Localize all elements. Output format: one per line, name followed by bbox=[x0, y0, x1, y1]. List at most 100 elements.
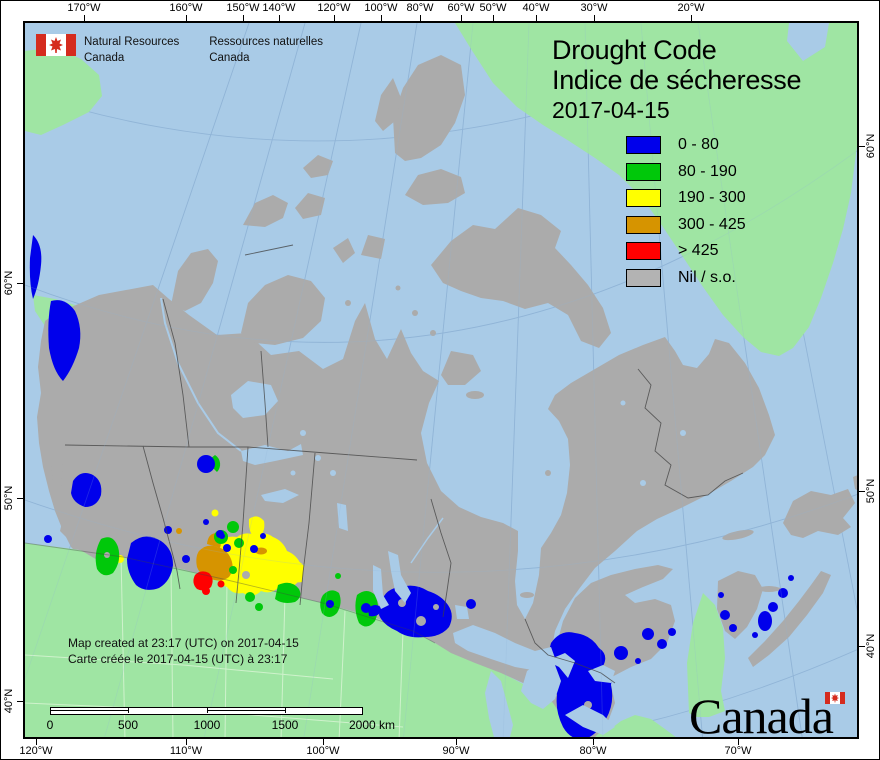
tick bbox=[186, 15, 187, 21]
lake-michigan bbox=[485, 671, 513, 737]
legend-row: 190 - 300 bbox=[626, 185, 746, 212]
legend-swatch-yellow bbox=[626, 189, 661, 208]
scale-label: 1500 bbox=[271, 718, 299, 732]
org-en-line2: Canada bbox=[84, 52, 125, 65]
tick bbox=[17, 498, 23, 499]
nwt-nu-border bbox=[260, 350, 269, 448]
longitude-label: 110°W bbox=[169, 745, 203, 757]
reindeer-lake bbox=[337, 503, 348, 531]
canada-mainland bbox=[37, 285, 775, 737]
legend-swatch-blue bbox=[626, 136, 661, 155]
southampton-island bbox=[441, 351, 481, 385]
tick bbox=[334, 15, 335, 21]
legend-label: > 425 bbox=[678, 242, 719, 260]
tick bbox=[279, 15, 280, 21]
drought-red-patches bbox=[193, 571, 225, 595]
legend-row: 0 - 80 bbox=[626, 132, 746, 159]
longitude-label: 30°W bbox=[580, 2, 608, 14]
legend-label: 80 - 190 bbox=[678, 162, 737, 180]
longitude-label: 100°W bbox=[364, 2, 398, 14]
wordmark-flag-icon bbox=[825, 692, 845, 704]
devon-island bbox=[405, 169, 465, 205]
victoria-island bbox=[241, 275, 325, 345]
title-date: 2017-04-15 bbox=[552, 97, 670, 124]
longitude-label: 40°W bbox=[522, 2, 550, 14]
legend-swatch-red bbox=[626, 242, 661, 261]
title-fr: Indice de sécheresse bbox=[552, 65, 802, 96]
legend-row: 300 - 425 bbox=[626, 212, 746, 239]
axel-heiberg-island bbox=[375, 78, 401, 131]
title-en: Drought Code bbox=[552, 35, 717, 65]
mb-on-border bbox=[430, 498, 452, 618]
mackenzie-river bbox=[160, 297, 242, 452]
somerset-island bbox=[361, 235, 385, 259]
nelson-river bbox=[410, 517, 444, 564]
tick bbox=[17, 701, 23, 702]
belcher-islands bbox=[545, 470, 551, 476]
great-bear-lake bbox=[231, 381, 278, 418]
org-fr-line2: Canada bbox=[209, 52, 250, 65]
map-title: Drought Code Indice de sécheresse 2017-0… bbox=[552, 35, 801, 125]
canada-drought-map bbox=[25, 23, 857, 737]
longitude-label: 80°W bbox=[406, 2, 434, 14]
maine-land bbox=[687, 593, 725, 717]
tick bbox=[859, 646, 865, 647]
legend-label: 0 - 80 bbox=[678, 136, 719, 154]
nrcan-logo: Natural Resources Canada Ressources natu… bbox=[36, 34, 323, 66]
longitude-label: 120°W bbox=[19, 745, 53, 757]
latitude-label: 40°N bbox=[3, 688, 15, 714]
lake-nipigon bbox=[455, 605, 469, 619]
anticosti-island bbox=[722, 529, 754, 541]
longitude-label: 80°W bbox=[579, 745, 607, 757]
scale-label: 0 bbox=[46, 718, 54, 732]
latitude-label: 60°N bbox=[3, 270, 15, 296]
longitude-label: 90°W bbox=[442, 745, 470, 757]
tick bbox=[36, 739, 37, 745]
lake-huron bbox=[521, 653, 575, 709]
tick bbox=[381, 15, 382, 21]
bathurst-island bbox=[295, 193, 325, 219]
prince-patrick-island bbox=[303, 155, 333, 178]
tick bbox=[323, 739, 324, 745]
lake-athabasca bbox=[261, 489, 299, 503]
banks-island bbox=[171, 249, 218, 311]
longitude-label: 150°W bbox=[226, 2, 260, 14]
prince-edward-island bbox=[755, 586, 783, 592]
map-canvas: Natural Resources Canada Ressources natu… bbox=[23, 21, 859, 739]
coats-island bbox=[466, 391, 484, 399]
longitude-label: 60°W bbox=[447, 2, 475, 14]
tick bbox=[738, 739, 739, 745]
legend-label: Nil / s.o. bbox=[678, 268, 736, 286]
creation-note: Map created at 23:17 (UTC) on 2017-04-15… bbox=[68, 635, 299, 667]
legend-swatch-orange bbox=[626, 215, 661, 234]
legend-row: 80 - 190 bbox=[626, 159, 746, 186]
tick bbox=[691, 15, 692, 21]
drought-blue-patches bbox=[29, 235, 794, 737]
longitude-label: 140°W bbox=[262, 2, 296, 14]
tick bbox=[593, 739, 594, 745]
canada-us-border bbox=[25, 542, 436, 644]
lakes bbox=[160, 297, 686, 737]
tick bbox=[186, 739, 187, 745]
greenland-strait bbox=[787, 23, 829, 61]
legend-swatch-green bbox=[626, 162, 661, 181]
sk-mb-border bbox=[299, 452, 316, 606]
akimiski-island bbox=[520, 592, 534, 598]
province-borders bbox=[25, 244, 744, 684]
legend: 0 - 80 80 - 190 190 - 300 300 - 425 > 42… bbox=[626, 132, 746, 291]
latitude-label: 60°N bbox=[865, 133, 877, 159]
prince-of-wales-island bbox=[333, 238, 355, 263]
vancouver-island bbox=[60, 518, 103, 561]
lake-winnipeg bbox=[388, 551, 411, 603]
graticule-overlay bbox=[25, 23, 857, 737]
tick bbox=[456, 739, 457, 745]
org-name-en: Natural Resources Canada bbox=[84, 34, 179, 66]
creation-note-fr: Carte créée le 2017-04-15 (UTC) à 23:17 bbox=[68, 652, 288, 667]
longitude-label: 70°W bbox=[724, 745, 752, 757]
latitude-label: 50°N bbox=[865, 478, 877, 504]
org-fr-line1: Ressources naturelles bbox=[209, 36, 324, 48]
longitude-label: 20°W bbox=[677, 2, 705, 14]
tick bbox=[859, 146, 865, 147]
lake-winnipegosis bbox=[373, 565, 389, 609]
